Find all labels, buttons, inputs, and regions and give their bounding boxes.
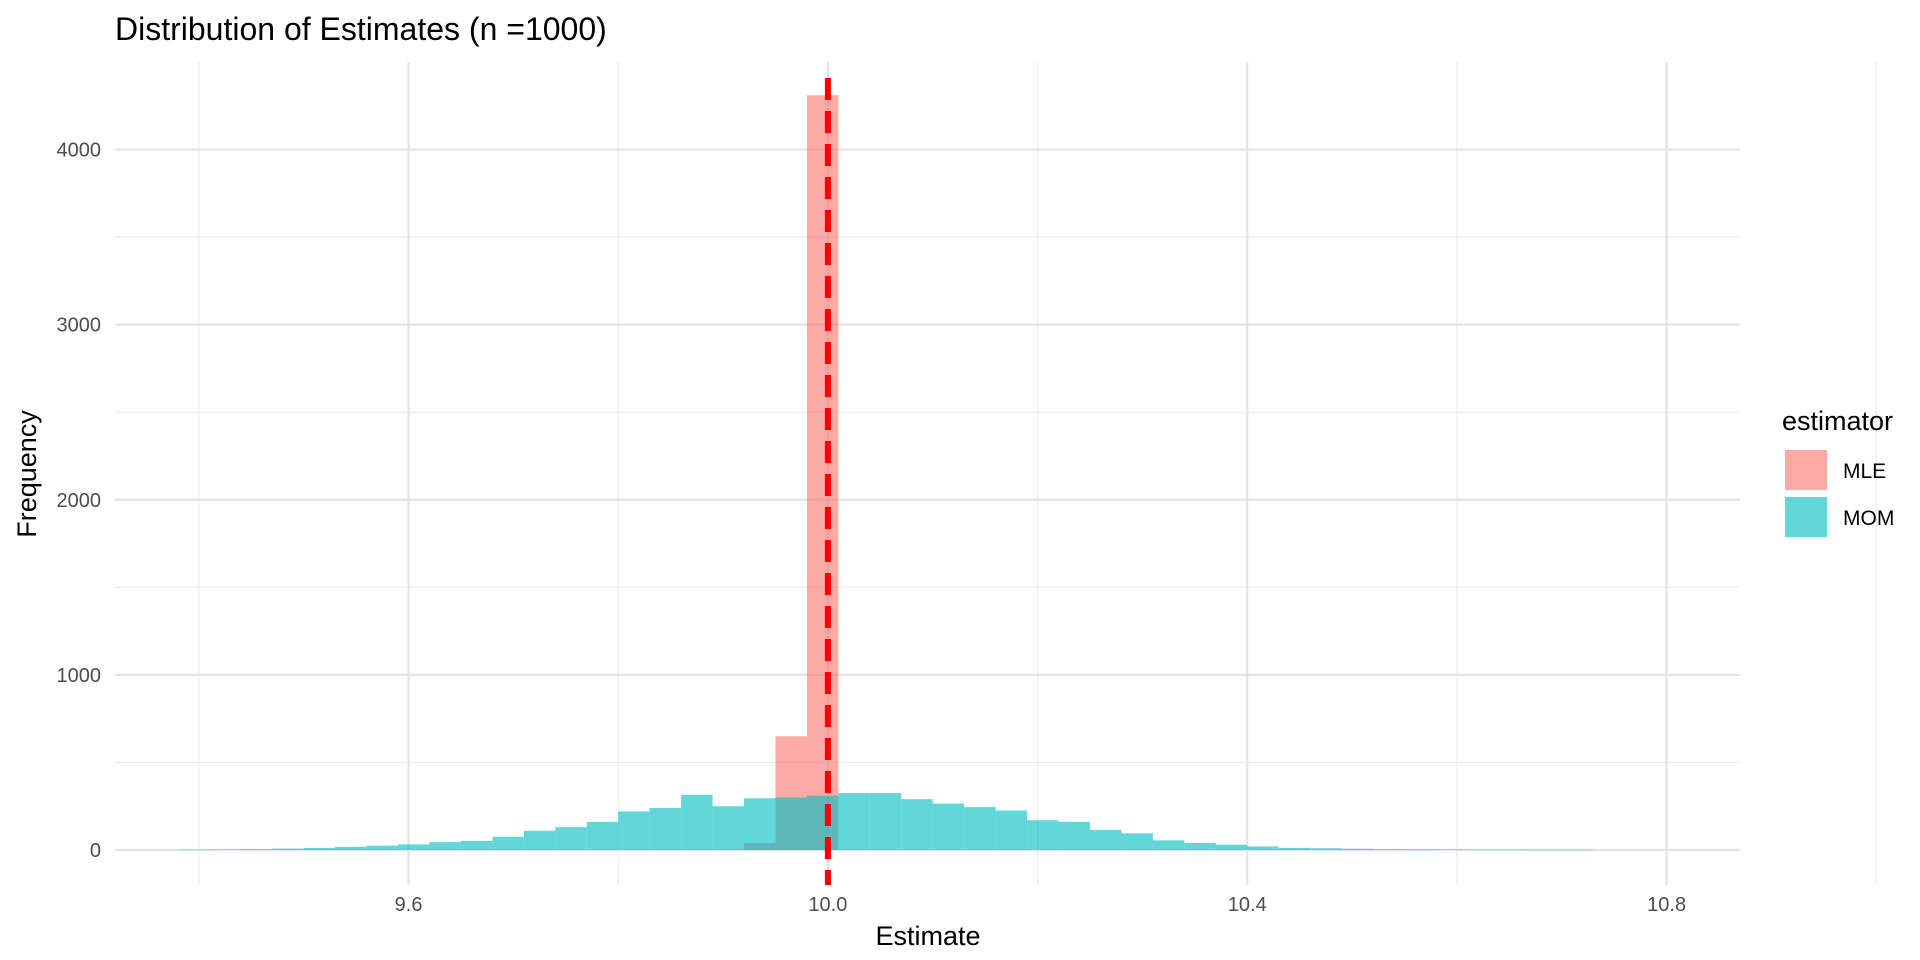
legend-label-mom: MOM bbox=[1843, 507, 1894, 530]
y-tick-label: 3000 bbox=[57, 315, 102, 337]
y-tick-label: 4000 bbox=[57, 140, 102, 162]
mom-bar bbox=[681, 794, 713, 850]
mom-bar bbox=[618, 811, 650, 850]
mom-bar bbox=[1467, 849, 1499, 851]
mom-bar bbox=[1090, 829, 1122, 850]
mle-bar bbox=[806, 95, 839, 850]
mom-bar bbox=[240, 849, 273, 850]
mom-bar bbox=[1215, 844, 1248, 850]
mom-bar bbox=[1530, 849, 1562, 851]
legend-swatch-mom bbox=[1785, 497, 1827, 537]
mom-bar bbox=[1152, 840, 1185, 850]
mom-bar bbox=[1373, 849, 1405, 850]
mom-bar bbox=[649, 807, 682, 850]
mom-bar bbox=[555, 827, 587, 850]
x-axis-title: Estimate bbox=[875, 921, 980, 951]
mom-bar bbox=[1247, 846, 1279, 850]
mom-bar bbox=[1310, 848, 1342, 850]
mom-bar bbox=[1341, 848, 1374, 850]
mom-bar bbox=[775, 797, 807, 850]
mle-bars bbox=[744, 95, 839, 850]
chart-title: Distribution of Estimates (n =1000) bbox=[115, 11, 607, 47]
mom-bar bbox=[429, 842, 461, 850]
legend-title: estimator bbox=[1782, 406, 1893, 436]
mom-bar bbox=[1404, 849, 1436, 850]
mom-bar bbox=[901, 799, 933, 850]
mom-bar bbox=[366, 845, 399, 850]
mom-bar bbox=[1184, 842, 1216, 850]
mom-bar bbox=[460, 840, 493, 850]
mom-bar bbox=[869, 793, 902, 850]
mom-bar bbox=[335, 846, 367, 850]
y-tick-label: 0 bbox=[90, 840, 101, 862]
x-tick-label: 10.8 bbox=[1647, 894, 1686, 916]
mom-bar bbox=[712, 806, 745, 850]
mom-bar bbox=[1561, 849, 1594, 851]
legend-label-mle: MLE bbox=[1843, 460, 1886, 483]
mom-bar bbox=[523, 830, 556, 850]
mom-bar bbox=[1435, 849, 1468, 850]
mom-bar bbox=[806, 795, 839, 850]
mom-bar bbox=[744, 798, 776, 850]
x-tick-label: 10.0 bbox=[808, 894, 847, 916]
y-axis-title: Frequency bbox=[12, 410, 42, 538]
mom-bar bbox=[1058, 821, 1090, 850]
mom-bar bbox=[1278, 847, 1311, 850]
mom-bar bbox=[209, 849, 241, 850]
mom-bar bbox=[1121, 833, 1153, 850]
mom-bar bbox=[586, 821, 619, 850]
y-axis-ticks: 0 1000 2000 3000 4000 bbox=[57, 140, 102, 862]
mom-bar bbox=[492, 836, 524, 850]
mom-bar bbox=[398, 844, 430, 850]
y-tick-label: 1000 bbox=[57, 665, 102, 687]
x-tick-label: 10.4 bbox=[1228, 894, 1267, 916]
y-tick-label: 2000 bbox=[57, 490, 102, 512]
mom-bar bbox=[995, 810, 1028, 850]
minor-gridlines bbox=[115, 62, 1877, 885]
mom-bar bbox=[838, 793, 870, 850]
mom-bars bbox=[177, 793, 1594, 851]
legend: estimator MLE MOM bbox=[1782, 406, 1894, 537]
x-tick-label: 9.6 bbox=[395, 894, 423, 916]
mom-bar bbox=[932, 803, 965, 850]
mom-bar bbox=[964, 807, 996, 850]
mom-bar bbox=[1498, 849, 1531, 851]
x-axis-ticks: 9.6 10.0 10.4 10.8 bbox=[395, 894, 1686, 916]
mom-bar bbox=[177, 849, 210, 851]
legend-swatch-mle bbox=[1785, 450, 1827, 490]
major-gridlines bbox=[115, 62, 1740, 885]
mom-bar bbox=[272, 848, 304, 850]
mom-bar bbox=[1027, 820, 1059, 850]
mom-bar bbox=[303, 847, 336, 850]
